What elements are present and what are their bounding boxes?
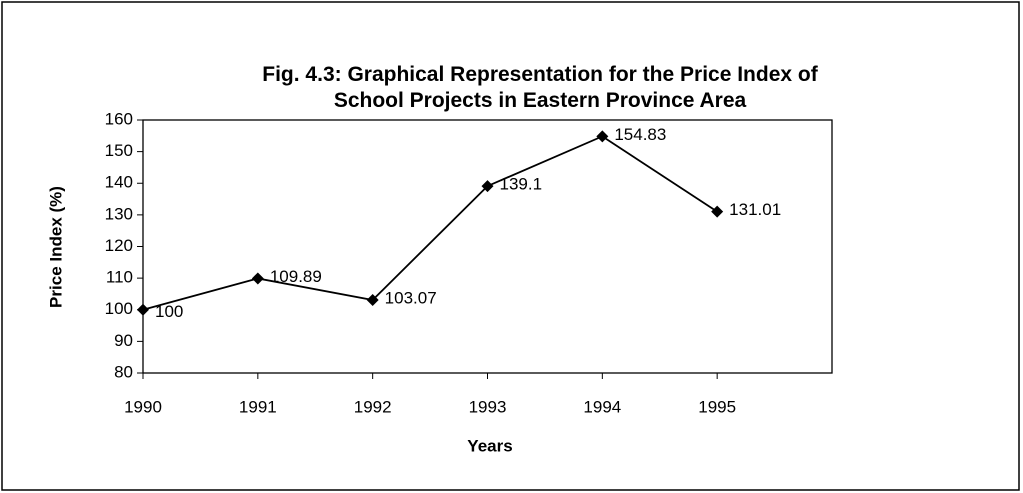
data-label: 139.1 — [500, 175, 543, 194]
marker — [251, 272, 264, 285]
data-label: 103.07 — [385, 289, 437, 308]
x-axis-label: Years — [467, 436, 512, 455]
y-tick-label: 130 — [105, 204, 133, 223]
y-tick-label: 120 — [105, 236, 133, 255]
line — [142, 135, 718, 311]
marker — [137, 303, 149, 316]
y-tick-label: 140 — [105, 173, 133, 192]
marker — [711, 205, 724, 218]
data-label: 100 — [155, 302, 183, 321]
x-tick-label: 1994 — [583, 397, 621, 416]
y-axis-label: Price Index (%) — [46, 186, 65, 308]
y-tick-label: 90 — [114, 331, 133, 350]
y-tick-label: 100 — [105, 299, 133, 318]
x-tick-label: 1995 — [698, 397, 736, 416]
chart-title: Fig. 4.3: Graphical Representation for t… — [262, 63, 818, 112]
y-tick-label: 150 — [105, 141, 133, 160]
x-tick-label: 1993 — [469, 397, 507, 416]
y-tick-label: 160 — [105, 109, 133, 128]
data-label: 109.89 — [270, 267, 322, 286]
y-tick-label: 80 — [114, 362, 133, 381]
y-tick-label: 110 — [106, 268, 133, 287]
plot-frame — [142, 119, 833, 374]
x-tick-label: 1990 — [124, 397, 162, 416]
data-label: 154.83 — [614, 125, 666, 144]
marker — [596, 130, 609, 143]
x-tick-label: 1992 — [354, 397, 392, 416]
marker — [481, 180, 494, 193]
marker — [366, 294, 379, 307]
x-tick-label: 1991 — [239, 397, 277, 416]
data-label: 131.01 — [729, 200, 781, 219]
